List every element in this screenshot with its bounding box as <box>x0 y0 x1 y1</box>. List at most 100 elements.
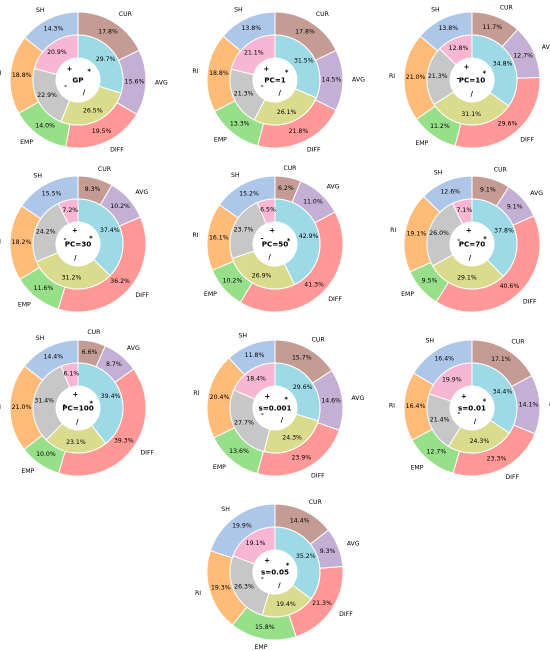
operator-label-minus: - <box>261 234 264 242</box>
chart-title: PC=100 <box>62 404 94 413</box>
operator-label-times: * <box>483 397 487 405</box>
category-label-ri: RI <box>0 239 1 246</box>
inner-slice-times <box>471 198 518 278</box>
inner-value-label-plus: 19.9% <box>442 377 462 384</box>
donut-chart-pc-10: 11.7% CUR 12.7% AVG 29.6% DIFF 11.2% EMP 21.0% RI… <box>389 5 550 149</box>
outer-value-label-diff: 40.6% <box>500 283 520 290</box>
operator-label-divide: / <box>470 90 473 98</box>
outer-value-label-cur: 17.8% <box>98 29 118 36</box>
operator-label-plus: + <box>269 226 275 234</box>
category-label-avg: AVG <box>549 400 550 407</box>
outer-value-label-ri: 16.1% <box>209 234 229 241</box>
inner-value-label-minus: 27.7% <box>234 420 254 427</box>
operator-label-plus: + <box>72 226 78 234</box>
operator-label-plus: + <box>264 556 270 564</box>
donut-chart-s-0-01: 17.1% CUR 14.1% AVG 23.3% DIFF 12.7% EMP 16.4% RI… <box>389 338 550 481</box>
category-label-emp: EMP <box>213 464 226 471</box>
inner-value-label-plus: 6.1% <box>64 371 80 378</box>
category-label-diff: DIFF <box>307 147 321 154</box>
inner-value-label-times: 31.5% <box>294 58 314 65</box>
category-label-emp: EMP <box>411 464 424 471</box>
category-label-sh: SH <box>231 172 240 179</box>
outer-value-label-sh: 15.2% <box>239 190 259 197</box>
category-label-emp: EMP <box>204 291 217 298</box>
operator-label-minus: - <box>457 409 460 417</box>
operator-label-plus: + <box>461 393 467 401</box>
category-label-sh: SH <box>36 7 45 14</box>
outer-value-label-sh: 11.8% <box>245 352 265 359</box>
donut-chart-pc-100: 6.6% CUR 8.7% AVG 39.3% DIFF 10.0% EMP 21.0% RI 14… <box>0 329 155 477</box>
category-label-emp: EMP <box>214 137 227 144</box>
category-label-emp: EMP <box>21 468 34 475</box>
outer-value-label-emp: 11.6% <box>34 285 54 292</box>
donut-chart-pc-50: 6.2% CUR 11.0% AVG 41.3% DIFF 10.2% EMP 16.1% RI 1… <box>192 165 344 313</box>
operator-label-minus: - <box>63 235 66 243</box>
operator-label-minus: - <box>261 574 264 582</box>
outer-value-label-cur: 11.7% <box>482 24 502 31</box>
inner-slice-plus <box>428 362 473 402</box>
outer-value-label-diff: 29.6% <box>498 121 518 128</box>
outer-value-label-emp: 12.7% <box>427 448 447 455</box>
inner-value-label-minus: 24.2% <box>36 228 56 235</box>
outer-value-label-sh: 16.4% <box>434 355 454 362</box>
outer-value-label-avg: 12.7% <box>513 53 533 60</box>
category-label-diff: DIFF <box>311 473 325 480</box>
category-label-avg: AVG <box>530 190 543 197</box>
operator-label-divide: / <box>76 418 79 426</box>
category-label-ri: RI <box>192 232 198 239</box>
outer-value-label-ri: 21.0% <box>406 74 426 81</box>
inner-slice-times <box>471 362 518 434</box>
category-label-avg: AVG <box>135 189 148 196</box>
inner-value-label-times: 42.9% <box>299 233 319 240</box>
inner-value-label-minus: 26.3% <box>234 584 254 591</box>
inner-slice-times <box>77 34 124 94</box>
operator-label-divide: / <box>74 254 77 262</box>
outer-value-label-emp: 13.3% <box>230 121 250 128</box>
outer-value-label-ri: 18.2% <box>12 239 32 246</box>
operator-label-times: * <box>89 235 93 243</box>
category-label-avg: AVG <box>127 345 140 352</box>
chart-title: s=0.01 <box>458 404 486 413</box>
chart-title: PC=30 <box>65 240 92 249</box>
donut-chart-gp: 17.8% CUR 15.6% AVG 19.5% DIFF 14.0% EMP 18.8% RI… <box>0 7 168 153</box>
outer-value-label-diff: 39.3% <box>114 438 134 445</box>
inner-value-label-divide: 24.3% <box>470 438 490 445</box>
inner-value-label-minus: 21.4% <box>430 416 450 423</box>
chart-title: PC=1 <box>264 76 286 85</box>
operator-label-times: * <box>483 70 487 78</box>
inner-value-label-divide: 23.1% <box>66 439 86 446</box>
outer-value-label-diff: 23.9% <box>292 454 312 461</box>
outer-value-label-avg: 14.6% <box>321 397 341 404</box>
inner-slice-plus <box>233 362 276 400</box>
inner-value-label-times: 35.2% <box>296 553 316 560</box>
category-label-avg: AVG <box>155 79 168 86</box>
outer-value-label-sh: 14.4% <box>43 354 63 361</box>
inner-value-label-divide: 29.1% <box>457 275 477 282</box>
outer-value-label-cur: 15.7% <box>292 355 312 362</box>
outer-value-label-sh: 14.3% <box>44 26 64 33</box>
category-label-ri: RI <box>192 68 198 75</box>
outer-value-label-ri: 18.8% <box>12 72 32 79</box>
chart-title: GP <box>72 76 83 85</box>
inner-value-label-plus: 12.8% <box>449 45 469 52</box>
category-label-diff: DIFF <box>135 292 149 299</box>
inner-value-label-plus: 18.4% <box>246 376 266 383</box>
outer-value-label-emp: 10.2% <box>223 278 243 285</box>
inner-value-label-divide: 31.1% <box>461 111 481 118</box>
outer-value-label-ri: 18.8% <box>209 70 229 77</box>
operator-label-times: * <box>483 235 487 243</box>
outer-value-label-cur: 17.8% <box>295 29 315 36</box>
category-label-cur: CUR <box>98 166 112 173</box>
outer-value-label-diff: 23.3% <box>487 455 507 462</box>
outer-value-label-ri: 20.4% <box>210 394 230 401</box>
inner-value-label-minus: 26.0% <box>429 230 449 237</box>
outer-value-label-cur: 6.2% <box>278 185 294 192</box>
outer-value-label-sh: 13.8% <box>241 25 261 32</box>
outer-value-label-cur: 9.1% <box>480 186 496 193</box>
operator-label-minus: - <box>63 401 66 409</box>
category-label-cur: CUR <box>511 338 525 345</box>
outer-value-label-avg: 15.6% <box>125 79 145 86</box>
outer-value-label-ri: 19.3% <box>211 584 231 591</box>
inner-value-label-plus: 7.1% <box>457 207 473 214</box>
operator-label-times: * <box>89 399 93 407</box>
